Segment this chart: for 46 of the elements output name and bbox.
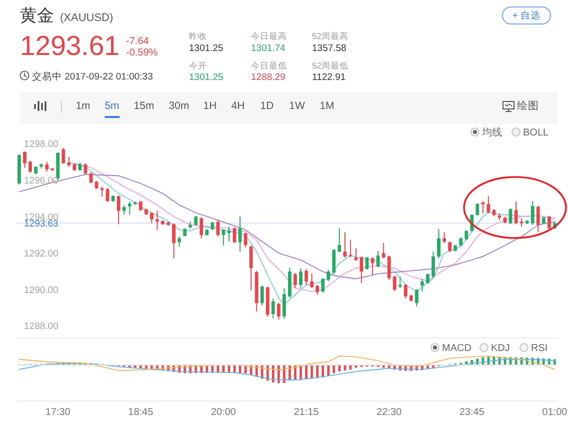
x-tick-label: 18:45 (128, 407, 154, 418)
y-tick-label: 1290.00 (24, 284, 58, 296)
text: 1122.91 (312, 72, 346, 83)
x-tick-label: 21:15 (294, 407, 320, 418)
text: 黄金 (20, 6, 54, 25)
text: 1357.58 (312, 43, 346, 54)
text: 52周最低 (312, 60, 348, 70)
text: 今开 (189, 60, 207, 70)
text: 1M (320, 100, 334, 112)
text: 1W (289, 100, 305, 112)
text: MACD (442, 343, 472, 354)
ref-line-label: 1293.63 (24, 218, 58, 230)
text: 1293.61 (20, 30, 120, 61)
x-tick-label: 01:00 (542, 407, 568, 418)
text: 昨收 (189, 31, 207, 41)
text: 今日最低 (251, 60, 287, 70)
text: KDJ (491, 343, 510, 354)
text: 1D (260, 100, 274, 112)
y-tick-label: 1288.00 (24, 321, 58, 332)
text: 今日最高 (251, 31, 287, 41)
text: BOLL (523, 128, 550, 138)
text: 1301.74 (251, 43, 286, 54)
y-tick-label: 1298.00 (24, 139, 58, 150)
x-tick-label: 22:30 (376, 407, 402, 418)
text: RSI (531, 343, 548, 354)
text: 1301.25 (189, 72, 224, 83)
text: 30m (168, 100, 190, 112)
text: 1301.25 (189, 43, 224, 54)
x-tick-label: 20:00 (210, 407, 236, 418)
x-tick-label: 23:45 (459, 407, 485, 418)
text: 绘图 (517, 100, 539, 112)
text: + 自选 (512, 10, 541, 22)
text: 1m (76, 100, 91, 112)
x-tick-label: 17:30 (45, 407, 71, 418)
text: 交易中 2017-09-22 01:00:33 (32, 70, 153, 82)
text: 15m (134, 100, 154, 112)
text: -7.64 (126, 36, 150, 47)
text: 均线 (481, 126, 502, 138)
text: 5m (104, 100, 120, 112)
text: 52周最高 (312, 31, 348, 41)
text: 4H (231, 100, 245, 112)
text: 1288.29 (251, 72, 286, 83)
text: -0.59% (126, 48, 158, 58)
text: 1H (203, 100, 217, 112)
y-tick-label: 1292.00 (24, 248, 58, 260)
text: (XAUUSD) (60, 12, 114, 24)
